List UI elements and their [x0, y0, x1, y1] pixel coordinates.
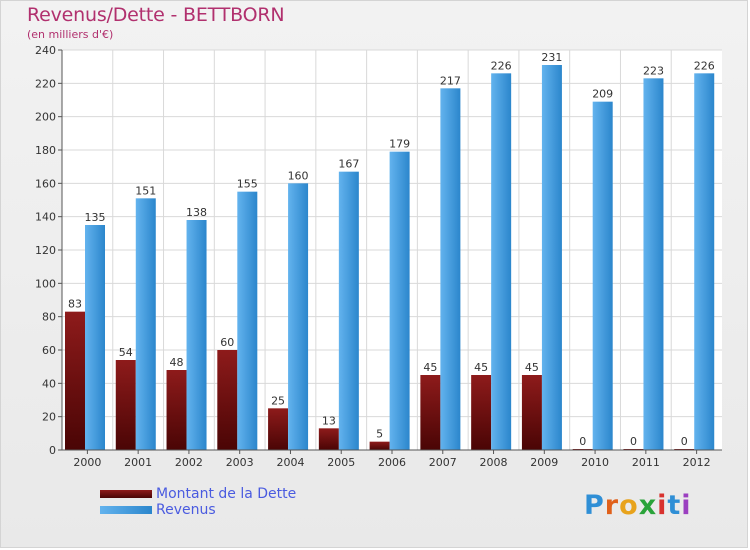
data-label-debt: 5	[376, 428, 383, 441]
y-tick-label: 0	[49, 444, 56, 457]
legend-swatch-revenus	[100, 506, 152, 514]
logo-letter: o	[619, 490, 639, 521]
data-label-revenus: 231	[541, 51, 562, 64]
legend-label-debt: Montant de la Dette	[156, 486, 297, 502]
x-tick-label: 2002	[175, 456, 203, 469]
bar-revenus	[491, 73, 512, 450]
x-tick-label: 2009	[530, 456, 558, 469]
data-label-debt: 45	[423, 361, 437, 374]
x-tick-label: 2003	[226, 456, 254, 469]
data-label-revenus: 151	[135, 184, 156, 197]
logo-letter: P	[584, 490, 605, 521]
bar-debt	[521, 375, 542, 450]
logo-letter: i	[681, 490, 692, 521]
y-tick-label: 60	[42, 344, 56, 357]
data-label-revenus: 209	[592, 88, 613, 101]
y-tick-label: 140	[35, 211, 56, 224]
data-label-debt: 25	[271, 394, 285, 407]
bar-debt	[420, 375, 441, 450]
x-tick-label: 2001	[124, 456, 152, 469]
bar-revenus	[389, 151, 410, 450]
data-label-revenus: 226	[694, 59, 715, 72]
data-label-debt: 0	[579, 435, 586, 448]
bar-debt	[369, 441, 390, 450]
legend: Montant de la Dette Revenus	[100, 486, 296, 518]
data-label-debt: 45	[474, 361, 488, 374]
bar-revenus	[186, 220, 207, 450]
y-tick-label: 20	[42, 411, 56, 424]
data-label-revenus: 155	[237, 178, 258, 191]
legend-item-revenus: Revenus	[100, 502, 296, 518]
y-tick-label: 240	[35, 44, 56, 57]
axis-layer: 0 20 40 60 80 100 120 140 160 180 200 220 240 2000 200…	[35, 44, 722, 469]
y-tick-label: 200	[35, 111, 56, 124]
bar-revenus	[237, 191, 258, 450]
y-tick-label: 160	[35, 177, 56, 190]
data-label-revenus: 138	[186, 206, 207, 219]
bar-revenus	[338, 171, 359, 450]
legend-swatch-debt	[100, 490, 152, 498]
data-label-revenus: 167	[338, 158, 359, 171]
x-tick-label: 2008	[480, 456, 508, 469]
bar-debt	[65, 311, 85, 450]
bar-revenus	[288, 183, 309, 451]
data-label-revenus: 217	[440, 74, 461, 87]
bar-debt	[318, 428, 339, 450]
bar-debt	[166, 370, 187, 450]
data-label-debt: 45	[525, 361, 539, 374]
legend-item-debt: Montant de la Dette	[100, 486, 296, 502]
chart-subtitle: (en milliers d'€)	[27, 28, 114, 41]
x-tick-label: 2005	[327, 456, 355, 469]
data-label-revenus: 179	[389, 138, 410, 151]
y-tick-label: 180	[35, 144, 56, 157]
y-tick-label: 40	[42, 377, 56, 390]
x-tick-label: 2007	[429, 456, 457, 469]
logo-letter: i	[657, 490, 668, 521]
data-label-debt: 13	[322, 414, 336, 427]
data-label-revenus: 160	[288, 169, 309, 182]
data-label-debt: 0	[630, 435, 637, 448]
bar-layer: 83 135 54 151 48 138 60 155 25 160 13 167 5 179 45 217 4…	[65, 51, 715, 451]
data-label-revenus: 226	[491, 59, 512, 72]
x-tick-label: 2012	[683, 456, 711, 469]
data-label-revenus: 223	[643, 64, 664, 77]
x-tick-label: 2000	[73, 456, 101, 469]
x-tick-label: 2006	[378, 456, 406, 469]
bar-revenus	[592, 101, 613, 451]
x-tick-label: 2004	[276, 456, 304, 469]
bar-revenus	[541, 65, 562, 450]
bar-revenus	[135, 198, 156, 450]
x-tick-label: 2011	[632, 456, 660, 469]
bar-debt	[115, 360, 136, 450]
bar-revenus	[85, 225, 105, 450]
data-label-debt: 54	[119, 346, 133, 359]
bar-revenus	[694, 73, 715, 450]
logo-letter: t	[667, 490, 682, 521]
y-tick-label: 80	[42, 311, 56, 324]
data-label-revenus: 135	[85, 211, 106, 224]
data-label-debt: 60	[220, 336, 234, 349]
bar-debt	[471, 375, 492, 450]
logo-letter: r	[604, 490, 620, 521]
chart-title: Revenus/Dette - BETTBORN	[27, 4, 285, 26]
data-label-debt: 0	[681, 435, 688, 448]
data-label-debt: 48	[170, 356, 184, 369]
data-label-debt: 83	[68, 298, 82, 311]
bar-revenus	[440, 88, 461, 450]
bar-debt	[217, 350, 238, 450]
y-tick-label: 100	[35, 277, 56, 290]
bar-revenus	[643, 78, 664, 450]
bar-debt	[268, 408, 289, 450]
proxiti-logo: Proxiti	[584, 490, 692, 521]
x-tick-label: 2010	[581, 456, 609, 469]
y-tick-label: 120	[35, 244, 56, 257]
y-tick-label: 220	[35, 77, 56, 90]
logo-letter: x	[638, 490, 658, 521]
legend-label-revenus: Revenus	[156, 502, 216, 518]
